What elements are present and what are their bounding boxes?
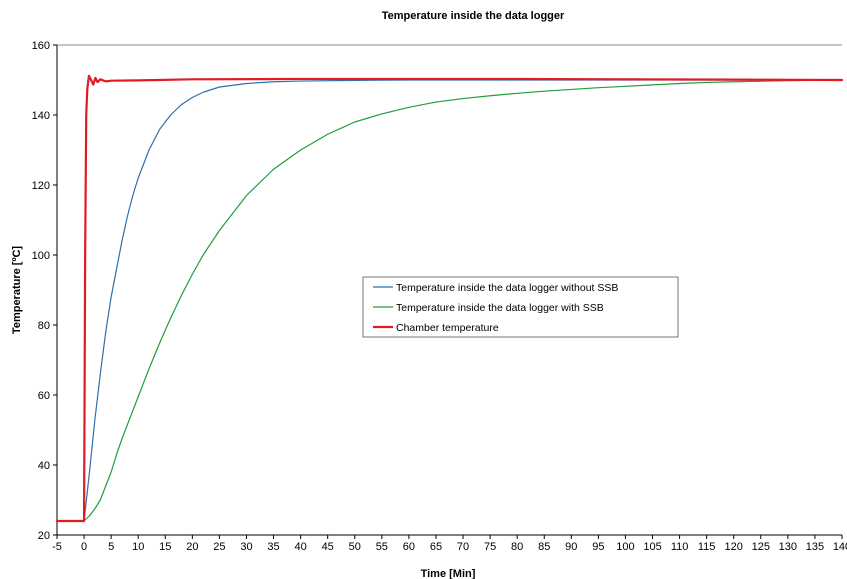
x-tick-label: 5 — [108, 541, 114, 553]
x-tick-label: 135 — [806, 541, 824, 553]
x-tick-label: 130 — [779, 541, 797, 553]
x-tick-label: 100 — [616, 541, 634, 553]
y-axis-ticks: 20 40 60 80 100 120 140 160 — [32, 40, 57, 542]
x-tick-label: 35 — [267, 541, 279, 553]
x-tick-label: 105 — [643, 541, 661, 553]
x-tick-label: 70 — [457, 541, 469, 553]
series-line-2 — [56, 79, 843, 522]
y-tick-label: 60 — [38, 390, 50, 402]
y-tick-label: 20 — [38, 530, 50, 542]
x-tick-label: 110 — [671, 541, 689, 553]
y-tick-label: 140 — [32, 110, 50, 122]
x-tick-label: 115 — [698, 541, 716, 553]
series-line-3 — [55, 74, 844, 523]
x-tick-label: 90 — [565, 541, 577, 553]
y-tick-label: 80 — [38, 320, 50, 332]
y-tick-label: 120 — [32, 180, 50, 192]
x-tick-label: 10 — [132, 541, 144, 553]
x-tick-label: 15 — [159, 541, 171, 553]
x-axis-ticks: -5 0 5 10 15 20 25 30 35 40 45 50 55 60 65 70 75 80 85 90 95… — [52, 535, 847, 553]
x-tick-label: 55 — [376, 541, 388, 553]
legend-entry: Temperature inside the data logger with … — [396, 302, 604, 314]
series-line-1 — [56, 79, 843, 522]
x-tick-label: -5 — [52, 541, 62, 553]
x-tick-label: 65 — [430, 541, 442, 553]
x-tick-label: 60 — [403, 541, 415, 553]
y-tick-label: 160 — [32, 40, 50, 52]
x-tick-label: 80 — [511, 541, 523, 553]
axes — [56, 44, 842, 536]
x-tick-label: 40 — [294, 541, 306, 553]
x-tick-label: 30 — [240, 541, 252, 553]
x-tick-label: 75 — [484, 541, 496, 553]
x-tick-label: 140 — [833, 541, 847, 553]
x-tick-label: 50 — [349, 541, 361, 553]
x-axis-label: Time [Min] — [421, 568, 476, 579]
x-tick-label: 45 — [322, 541, 334, 553]
x-tick-label: 25 — [213, 541, 225, 553]
x-tick-label: 125 — [752, 541, 770, 553]
y-axis-label: Temperature [ºC] — [11, 246, 23, 334]
legend-entry: Chamber temperature — [396, 322, 499, 334]
legend-entry: Temperature inside the data logger witho… — [396, 282, 618, 294]
x-tick-label: 95 — [592, 541, 604, 553]
x-tick-label: 0 — [81, 541, 87, 553]
x-tick-label: 20 — [186, 541, 198, 553]
chart-title: Temperature inside the data logger — [382, 10, 565, 22]
legend-box — [362, 276, 679, 338]
x-tick-label: 120 — [725, 541, 743, 553]
series-layer — [55, 74, 844, 523]
legend: Temperature inside the data logger witho… — [362, 276, 679, 338]
y-tick-label: 100 — [32, 250, 50, 262]
y-tick-label: 40 — [38, 460, 50, 472]
x-tick-label: 85 — [538, 541, 550, 553]
